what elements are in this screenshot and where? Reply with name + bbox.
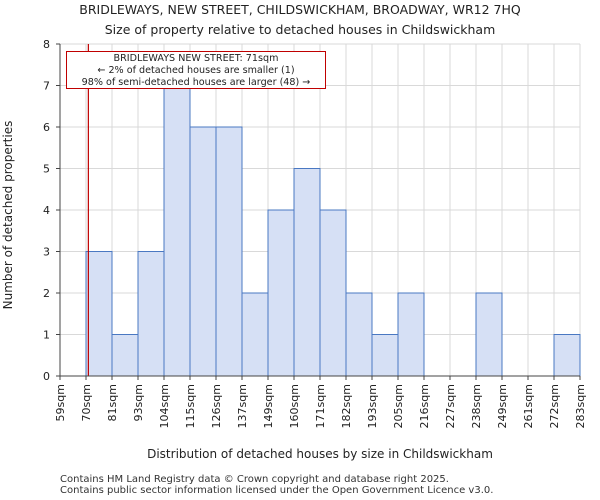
bar: [345, 292, 373, 377]
x-tick-label: 227sqm: [444, 384, 457, 428]
x-tick-label: 160sqm: [288, 384, 301, 428]
x-tick-label: 182sqm: [340, 384, 353, 428]
y-tick-label: 7: [43, 80, 50, 93]
y-tick-label: 4: [43, 204, 50, 217]
x-tick-label: 149sqm: [262, 384, 275, 428]
bar: [267, 209, 295, 377]
bar: [137, 251, 165, 377]
y-tick-label: 6: [43, 121, 50, 134]
annotation-box: BRIDLEWAYS NEW STREET: 71sqm ← 2% of det…: [66, 51, 326, 89]
x-tick-label: 70sqm: [80, 384, 93, 421]
x-tick-label: 261sqm: [522, 384, 535, 428]
y-tick-label: 8: [43, 38, 50, 51]
x-tick-label: 93sqm: [132, 384, 145, 421]
y-tick-label: 0: [43, 370, 50, 383]
bar: [475, 292, 503, 377]
bars: [85, 85, 581, 377]
title-line-2: Size of property relative to detached ho…: [104, 22, 496, 37]
x-tick-label: 137sqm: [236, 384, 249, 428]
x-tick-label: 104sqm: [158, 384, 171, 428]
chart-title: BRIDLEWAYS, NEW STREET, CHILDSWICKHAM, B…: [0, 0, 600, 40]
x-tick-label: 272sqm: [548, 384, 561, 428]
bar: [319, 209, 347, 377]
y-axis-label: Number of detached properties: [1, 121, 15, 310]
x-tick-label: 59sqm: [54, 384, 67, 421]
annotation-line-2: ← 2% of detached houses are smaller (1): [97, 65, 295, 76]
bar: [371, 334, 399, 377]
bar: [111, 334, 139, 377]
x-axis-label: Distribution of detached houses by size …: [147, 447, 493, 461]
y-tick-label: 2: [43, 287, 50, 300]
x-tick-label: 283sqm: [574, 384, 587, 428]
bar: [293, 168, 321, 377]
footer-line-1: Contains HM Land Registry data © Crown c…: [60, 474, 449, 485]
x-tick-label: 249sqm: [496, 384, 509, 428]
bar: [241, 292, 269, 377]
y-tick-label: 1: [43, 329, 50, 342]
footer-line-2: Contains public sector information licen…: [60, 485, 494, 496]
bar: [553, 334, 581, 377]
x-tick-label: 115sqm: [184, 384, 197, 428]
axes: 0 1 2 3 4 5 6 7 8 59sqm 70sqm 81sqm 93sqm 104sqm 115sq…: [43, 38, 587, 428]
x-tick-label: 81sqm: [106, 384, 119, 421]
x-tick-label: 193sqm: [366, 384, 379, 428]
x-tick-label: 171sqm: [314, 384, 327, 428]
y-tick-label: 3: [43, 246, 50, 259]
x-tick-label: 126sqm: [210, 384, 223, 428]
bar: [189, 126, 217, 377]
histogram-chart: 0 1 2 3 4 5 6 7 8 59sqm 70sqm 81sqm 93sqm 104sqm 115sq…: [1, 38, 587, 461]
annotation-line-3: 98% of semi-detached houses are larger (…: [81, 77, 311, 88]
x-tick-label: 205sqm: [392, 384, 405, 428]
y-tick-label: 5: [43, 163, 50, 176]
annotation-line-1: BRIDLEWAYS NEW STREET: 71sqm: [113, 53, 279, 64]
x-tick-label: 238sqm: [470, 384, 483, 428]
bar: [85, 251, 113, 377]
footer: Contains HM Land Registry data © Crown c…: [60, 474, 493, 496]
bar: [215, 126, 243, 377]
x-tick-label: 216sqm: [418, 384, 431, 428]
title-line-1: BRIDLEWAYS, NEW STREET, CHILDSWICKHAM, B…: [79, 2, 521, 17]
bar: [397, 292, 425, 377]
bar: [163, 85, 191, 377]
